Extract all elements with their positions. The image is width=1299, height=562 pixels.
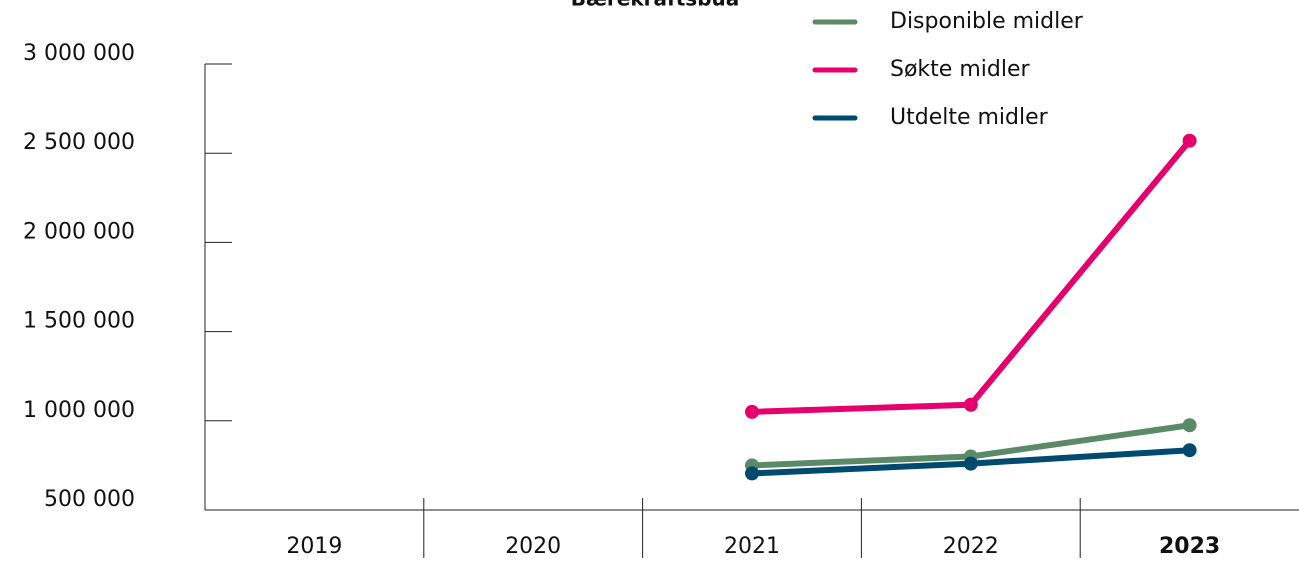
data-point	[1182, 133, 1197, 148]
y-tick-label: 1 500 000	[23, 309, 135, 334]
legend-label: Disponible midler	[890, 9, 1084, 34]
chart-title: Bærekraftsbua	[571, 0, 740, 11]
x-tick-label: 2021	[724, 534, 780, 558]
legend-label: Utdelte midler	[890, 105, 1049, 130]
series-line	[751, 138, 1192, 415]
data-point	[745, 404, 759, 419]
legend-label: Søkte midler	[890, 57, 1030, 82]
y-tick-label: 2 000 000	[23, 219, 135, 244]
data-point	[1182, 418, 1197, 433]
data-point	[1182, 443, 1197, 458]
data-point	[963, 456, 978, 471]
x-tick-label: 2019	[286, 534, 342, 558]
y-tick-label: 3 000 000	[23, 41, 135, 66]
y-tick-label: 2 500 000	[23, 130, 135, 155]
y-tick-label: 500 000	[44, 487, 135, 512]
y-tick-label: 1 000 000	[23, 398, 135, 423]
x-tick-label: 2020	[505, 534, 561, 558]
data-point	[745, 466, 759, 481]
x-tick-label: 2022	[943, 534, 999, 558]
data-point	[963, 397, 978, 412]
x-tick-label: 2023	[1159, 534, 1220, 558]
